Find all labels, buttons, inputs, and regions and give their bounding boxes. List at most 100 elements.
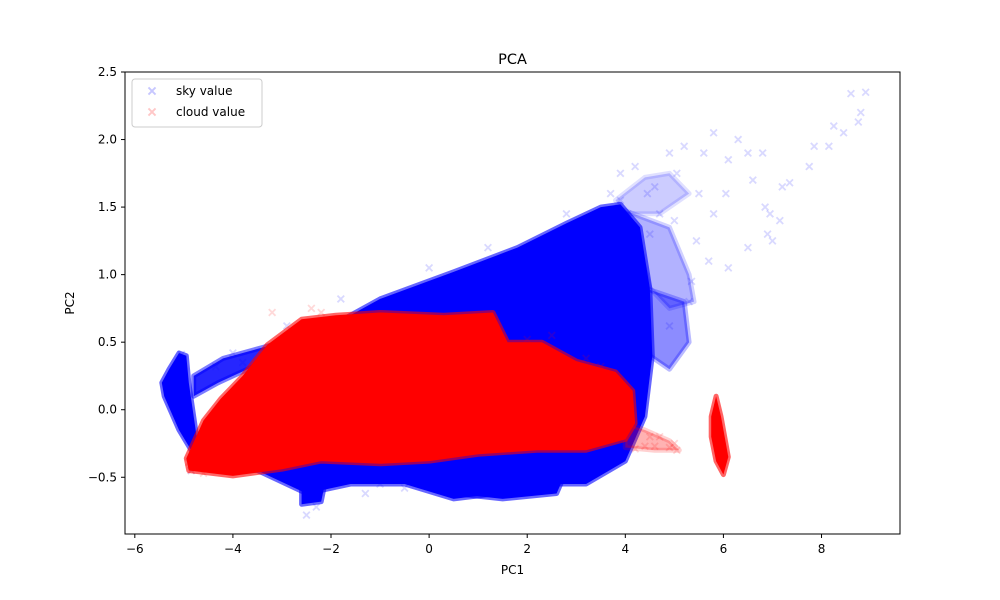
series-cloud-value: [183, 304, 731, 479]
y-tick-label: 2.5: [98, 65, 117, 79]
x-tick-label: −6: [126, 542, 144, 556]
data-point: [743, 243, 752, 252]
data-point: [846, 89, 855, 98]
data-point: [547, 331, 556, 340]
data-point: [758, 149, 767, 158]
x-axis: −6 −4 −2 0 2 4 6 8: [126, 534, 825, 556]
data-point: [854, 117, 863, 126]
data-point: [856, 108, 865, 117]
data-point: [199, 469, 208, 478]
data-point: [650, 442, 659, 451]
data-point: [640, 442, 649, 451]
data-point: [400, 484, 409, 493]
data-point: [734, 135, 743, 144]
data-point: [665, 321, 674, 330]
y-axis: −0.5 0.0 0.5 1.0 1.5 2.0 2.5: [88, 65, 125, 484]
dense-point-cluster: [451, 468, 569, 502]
dense-point-cluster: [622, 420, 682, 453]
data-point: [211, 362, 220, 371]
x-tick-label: 2: [523, 542, 531, 556]
data-point: [763, 230, 772, 239]
data-point: [829, 122, 838, 131]
legend-marker-cloud-value: [147, 107, 157, 117]
x-tick-label: 8: [818, 542, 826, 556]
data-point: [861, 88, 870, 97]
data-point: [709, 209, 718, 218]
data-point: [743, 149, 752, 158]
data-point: [336, 294, 345, 303]
data-point: [670, 439, 679, 448]
data-point: [184, 458, 193, 467]
y-tick-label: −0.5: [88, 470, 117, 484]
data-point: [238, 358, 247, 367]
dense-point-cluster: [708, 393, 731, 478]
data-point: [761, 203, 770, 212]
data-point: [361, 489, 370, 498]
y-tick-label: 2.0: [98, 133, 117, 147]
data-point: [582, 230, 591, 239]
x-tick-label: 0: [425, 542, 433, 556]
y-tick-label: 1.5: [98, 200, 117, 214]
data-point: [631, 162, 640, 171]
data-point: [655, 209, 664, 218]
data-point: [596, 362, 605, 371]
dense-point-cluster: [299, 474, 329, 507]
legend-box: [131, 78, 263, 128]
dense-point-cluster: [613, 204, 697, 311]
data-point: [307, 304, 316, 313]
data-point: [376, 480, 385, 489]
data-point: [351, 317, 360, 326]
data-point: [709, 128, 718, 137]
data-point: [685, 297, 694, 306]
data-point: [643, 189, 652, 198]
data-point: [778, 182, 787, 191]
dense-point-cluster: [613, 170, 692, 217]
data-point: [302, 511, 311, 520]
data-point: [631, 444, 640, 453]
x-tick-label: 4: [621, 542, 629, 556]
x-tick-label: 6: [720, 542, 728, 556]
data-point: [623, 209, 632, 218]
legend-label-cloud-value: cloud value: [176, 105, 245, 119]
data-point: [768, 236, 777, 245]
data-point: [724, 155, 733, 164]
data-point: [670, 216, 679, 225]
data-point: [680, 142, 689, 151]
data-point: [785, 178, 794, 187]
dense-point-cluster: [159, 350, 202, 453]
dense-point-cluster: [183, 310, 638, 479]
data-point: [704, 257, 713, 266]
data-point: [425, 263, 434, 272]
data-point: [665, 149, 674, 158]
legend-marker-sky-value: [147, 86, 157, 96]
data-point: [616, 196, 625, 205]
y-tick-label: 0.0: [98, 403, 117, 417]
data-point: [672, 446, 681, 455]
data-point: [483, 243, 492, 252]
data-point: [562, 209, 571, 218]
data-point: [824, 142, 833, 151]
data-point: [177, 350, 186, 359]
y-tick-label: 0.5: [98, 335, 117, 349]
data-point: [699, 149, 708, 158]
data-point: [312, 502, 321, 511]
data-point: [665, 443, 674, 452]
data-point: [606, 189, 615, 198]
data-point: [810, 142, 819, 151]
legend-marker-icon: [147, 107, 157, 117]
data-point: [721, 189, 730, 198]
data-point: [766, 209, 775, 218]
data-point: [582, 354, 591, 363]
data-point: [748, 176, 757, 185]
y-tick-label: 1.0: [98, 268, 117, 282]
data-point: [672, 169, 681, 178]
data-point: [268, 308, 277, 317]
x-axis-label: PC1: [501, 563, 524, 577]
data-point: [805, 162, 814, 171]
legend-label-sky-value: sky value: [176, 84, 232, 98]
x-tick-label: −4: [224, 542, 242, 556]
data-point: [187, 466, 196, 475]
data-point: [724, 263, 733, 272]
data-point: [616, 169, 625, 178]
